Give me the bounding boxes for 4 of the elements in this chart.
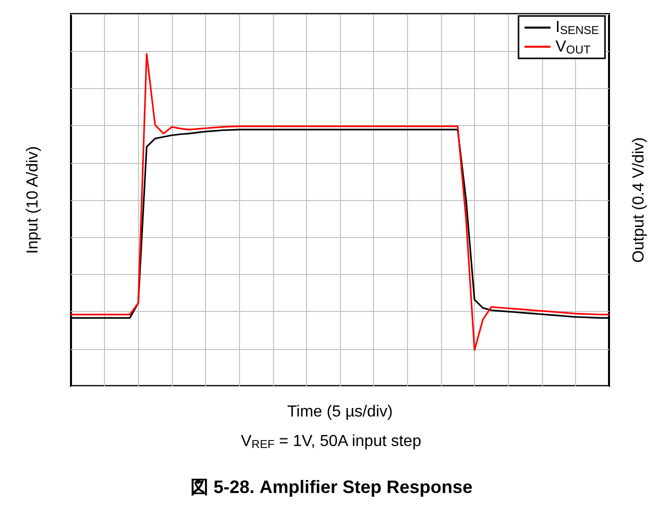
x-axis-title: Time (5 µs/div)	[287, 404, 393, 420]
y2-axis-title: Output (0.4 V/div)	[630, 137, 648, 263]
y-axis-title: Input (10 A/div)	[24, 146, 42, 254]
text: 図 5-28. Amplifier Step Response	[190, 477, 473, 497]
